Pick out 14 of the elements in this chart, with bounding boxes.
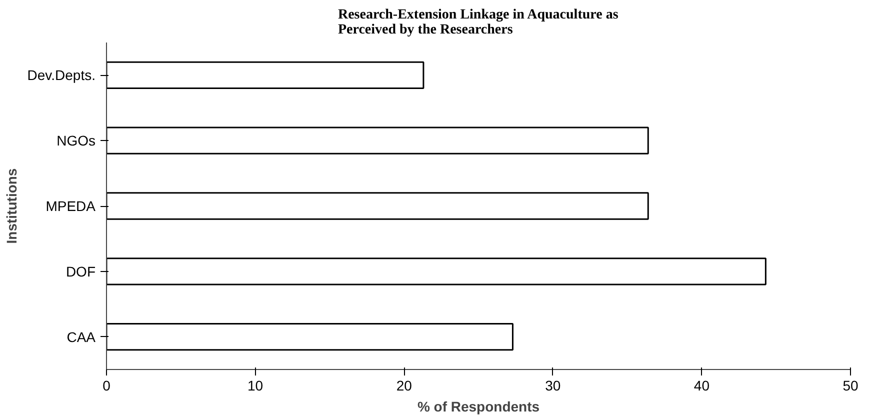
x-tick-label: 50 <box>842 378 858 394</box>
x-tick-label: 10 <box>248 378 264 394</box>
x-tick-label: 20 <box>396 378 412 394</box>
y-tick-label: MPEDA <box>46 198 96 214</box>
x-tick-label: 30 <box>545 378 561 394</box>
y-tick-label: NGOs <box>56 132 96 149</box>
y-tick-label: CAA <box>66 328 96 345</box>
x-tick-label: 40 <box>694 378 710 394</box>
x-axis-title: % of Respondents <box>417 398 540 414</box>
y-tick-label: DOF <box>66 263 96 280</box>
chart-title: Research-Extension Linkage in Aquaculture as Perceived by the Researchers <box>338 8 619 38</box>
y-axis-title: Institutions <box>3 168 20 244</box>
y-tick-label: Dev.Depts. <box>27 67 96 84</box>
x-tick-label: 0 <box>102 378 111 394</box>
